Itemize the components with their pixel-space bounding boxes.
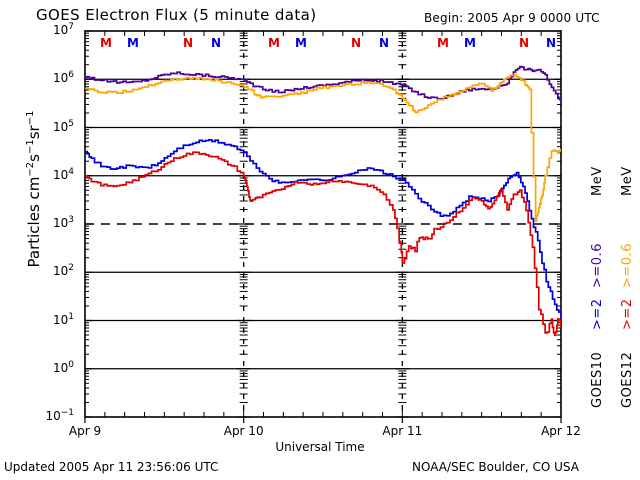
- begin-time-label: Begin: 2005 Apr 9 0000 UTC: [424, 11, 600, 25]
- series-goes12-0-6-mev: [85, 73, 561, 222]
- event-marker-m: M: [464, 36, 476, 50]
- legend-goes10-channel-low: >=0.6: [590, 243, 605, 288]
- legend-goes10-unit: MeV: [590, 166, 605, 196]
- legend-goes10-satellite: GOES10: [590, 351, 605, 408]
- event-marker-n: N: [545, 36, 557, 50]
- y-axis-tick-label: 104: [52, 166, 74, 182]
- legend-goes10-channel-high: >=2: [590, 298, 605, 330]
- chart-title: GOES Electron Flux (5 minute data): [36, 6, 317, 24]
- event-marker-m: M: [100, 36, 112, 50]
- series-goes12-2-mev: [85, 151, 561, 337]
- x-axis-tick-label: Apr 9: [68, 424, 102, 438]
- series-goes10-0-6-mev: [85, 65, 561, 101]
- event-marker-m: M: [437, 36, 449, 50]
- event-marker-n: N: [210, 36, 222, 50]
- event-marker-n: N: [518, 36, 530, 50]
- x-axis-title: Universal Time: [275, 440, 365, 454]
- legend-goes12-satellite: GOES12: [620, 351, 635, 408]
- y-axis-tick-label: 106: [52, 70, 74, 86]
- x-axis-tick-label: Apr 12: [541, 424, 581, 438]
- y-axis-tick-label: 105: [52, 118, 74, 134]
- series-goes10-2-mev: [85, 139, 561, 319]
- y-axis-tick-label: 100: [52, 359, 74, 375]
- legend-goes12-channel-high: >=2: [620, 298, 635, 330]
- x-axis-tick-label: Apr 10: [223, 424, 264, 438]
- event-marker-n: N: [378, 36, 390, 50]
- legend-goes12-channel-low: >=0.6: [620, 243, 635, 288]
- y-axis-tick-label: 10−1: [45, 408, 74, 423]
- y-axis-tick-label: 103: [52, 215, 74, 230]
- event-marker-m: M: [268, 36, 280, 50]
- y-axis-tick-label: 107: [52, 22, 74, 37]
- updated-timestamp: Updated 2005 Apr 11 23:56:06 UTC: [4, 460, 219, 474]
- x-axis-tick-label: Apr 11: [382, 424, 423, 438]
- plot-frame: [84, 30, 562, 418]
- event-marker-m: M: [127, 36, 139, 50]
- agency-label: NOAA/SEC Boulder, CO USA: [412, 460, 579, 474]
- event-marker-n: N: [350, 36, 362, 50]
- legend-goes12-unit: MeV: [620, 166, 635, 196]
- event-marker-m: M: [295, 36, 307, 50]
- event-marker-n: N: [182, 36, 194, 50]
- y-axis-tick-label: 102: [52, 263, 74, 279]
- y-axis-tick-label: 101: [52, 311, 74, 327]
